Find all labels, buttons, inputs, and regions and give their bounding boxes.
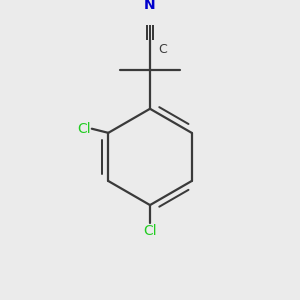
Text: Cl: Cl bbox=[77, 122, 90, 136]
Text: Cl: Cl bbox=[143, 224, 157, 238]
Text: C: C bbox=[158, 43, 167, 56]
Text: N: N bbox=[144, 0, 156, 12]
